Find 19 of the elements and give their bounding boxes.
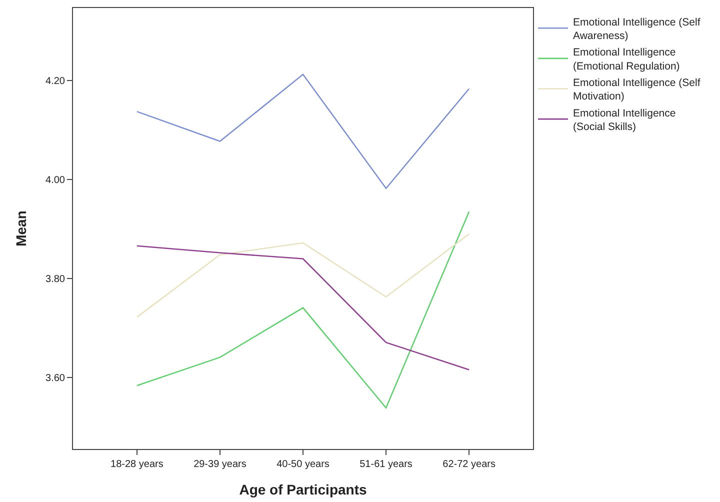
- x-tick-label: 62-72 years: [442, 459, 496, 470]
- line-series: [136, 74, 470, 190]
- x-axis-title: Age of Participants: [239, 481, 367, 498]
- line-series: [136, 211, 470, 409]
- legend-label: Emotional Intelligence (Self Awareness): [573, 16, 700, 42]
- legend-label: Emotional Intelligence (Emotional Regulation): [573, 46, 680, 72]
- line-series: [136, 233, 470, 318]
- y-tick-label: 3.80: [46, 274, 66, 286]
- x-tick-label: 29-39 years: [194, 459, 246, 470]
- legend-label: Emotional Intelligence (Self Motivation): [573, 77, 700, 103]
- x-tick-label: 51-61 years: [360, 459, 412, 470]
- y-tick-label: 3.60: [46, 373, 66, 384]
- y-axis-title: Mean: [13, 210, 30, 246]
- y-tick-label: 4.00: [46, 174, 66, 186]
- y-tick-label: 4.20: [46, 76, 66, 87]
- legend-label: Emotional Intelligence (Social Skills): [573, 107, 676, 133]
- x-tick-label: 18-28 years: [110, 459, 164, 470]
- line-series: [136, 245, 470, 370]
- x-tick-label: 40-50 years: [276, 459, 330, 470]
